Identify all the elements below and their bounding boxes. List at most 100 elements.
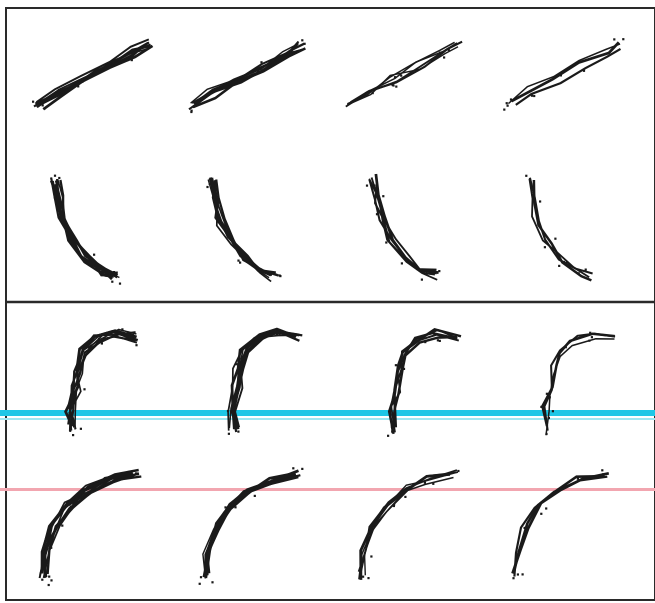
stroke-line	[545, 338, 615, 436]
stroke-line	[373, 184, 436, 276]
stroke-speck	[50, 579, 53, 582]
straight-diagonal-strokes-sketch-4	[503, 38, 625, 111]
stroke-speck	[382, 195, 385, 198]
stroke-speck	[505, 102, 508, 105]
top-panel	[32, 38, 625, 285]
stroke-speck	[69, 505, 72, 508]
stroke-speck	[50, 546, 53, 549]
stroke-speck	[558, 264, 561, 267]
straight-diagonal-strokes-sketch-2	[188, 39, 306, 114]
stroke-speck	[134, 49, 138, 52]
stroke-speck	[51, 94, 54, 97]
stroke-line	[43, 472, 140, 578]
stroke-speck	[539, 200, 542, 203]
stroke-speck	[385, 241, 388, 244]
stroke-speck	[301, 39, 304, 42]
stroke-speck	[438, 51, 442, 54]
stroke-speck	[135, 472, 138, 475]
stroke-speck	[100, 342, 103, 345]
stroke-speck	[375, 213, 379, 216]
hooked-strokes-sketch-2	[226, 327, 303, 435]
stroke-speck	[404, 495, 407, 498]
stroke-speck	[613, 38, 616, 41]
stroke-speck	[234, 506, 237, 509]
stroke-speck	[77, 85, 80, 88]
stroke-speck	[41, 578, 44, 581]
stroke-speck	[208, 182, 211, 185]
stroke-speck	[61, 524, 64, 527]
stroke-speck	[400, 262, 403, 265]
stroke-speck	[391, 430, 394, 433]
stroke-speck	[102, 339, 105, 342]
stroke-speck	[190, 109, 193, 112]
stroke-speck	[260, 61, 263, 64]
stroke-speck	[443, 56, 446, 59]
stroke-speck	[239, 261, 242, 264]
stroke-speck	[190, 110, 193, 114]
straight-diagonal-strokes-sketch-1	[32, 38, 154, 111]
stroke-speck	[423, 481, 426, 484]
stroke-speck	[432, 482, 435, 485]
stroke-speck	[543, 246, 546, 249]
stroke-line	[357, 469, 458, 572]
stroke-speck	[97, 337, 101, 341]
stroke-speck	[588, 339, 591, 342]
stroke-speck	[516, 573, 519, 576]
stroke-speck	[130, 59, 133, 62]
stroke-line	[541, 332, 615, 427]
stroke-line	[510, 41, 620, 103]
stroke-speck	[79, 427, 82, 430]
arc-strokes-sketch-3	[357, 469, 460, 580]
stroke-speck	[206, 185, 209, 189]
hooked-strokes-sketch-4	[540, 331, 616, 436]
stroke-speck	[392, 504, 395, 508]
stroke-speck	[215, 179, 218, 183]
stroke-speck	[540, 512, 543, 515]
stroke-speck	[207, 548, 210, 551]
stroke-speck	[43, 107, 46, 110]
stroke-speck	[503, 108, 506, 111]
stroke-speck	[420, 278, 423, 281]
stroke-speck	[72, 423, 75, 426]
stroke-speck	[232, 376, 235, 380]
stroke-line	[42, 44, 154, 111]
stroke-speck	[369, 532, 372, 535]
stroke-speck	[256, 69, 259, 73]
stroke-speck	[89, 257, 92, 260]
stroke-line	[40, 471, 132, 578]
stroke-line	[368, 178, 438, 281]
stroke-speck	[395, 85, 398, 88]
stroke-speck	[554, 237, 557, 240]
stroke-speck	[521, 573, 524, 576]
stroke-speck	[523, 526, 526, 529]
stroke-speck	[70, 394, 73, 397]
curved-strokes-sketch-4	[525, 174, 593, 282]
stroke-speck	[531, 193, 534, 196]
stroke-speck	[232, 406, 236, 410]
stroke-line	[213, 180, 272, 283]
stroke-speck	[213, 184, 216, 187]
stroke-speck	[71, 244, 74, 247]
stroke-speck	[551, 410, 554, 413]
stroke-speck	[148, 43, 151, 47]
stroke-speck	[548, 396, 551, 399]
stroke-speck	[83, 388, 86, 391]
curved-strokes-sketch-1	[49, 174, 122, 285]
straight-diagonal-strokes-sketch-3	[345, 40, 463, 108]
stroke-speck	[370, 555, 373, 558]
stroke-speck	[226, 409, 230, 413]
stroke-speck	[577, 272, 580, 275]
stroke-speck	[540, 405, 543, 408]
stroke-line	[230, 327, 297, 430]
figure-frame	[5, 7, 655, 601]
stroke-speck	[590, 336, 593, 339]
stroke-speck	[43, 558, 46, 561]
stroke-speck	[559, 74, 562, 77]
stroke-line	[346, 41, 455, 105]
stroke-speck	[121, 328, 124, 331]
stroke-line	[56, 178, 117, 277]
stroke-speck	[391, 83, 394, 87]
stroke-line	[391, 335, 458, 430]
scan-line-cyan	[0, 410, 655, 416]
stroke-speck	[371, 92, 374, 95]
